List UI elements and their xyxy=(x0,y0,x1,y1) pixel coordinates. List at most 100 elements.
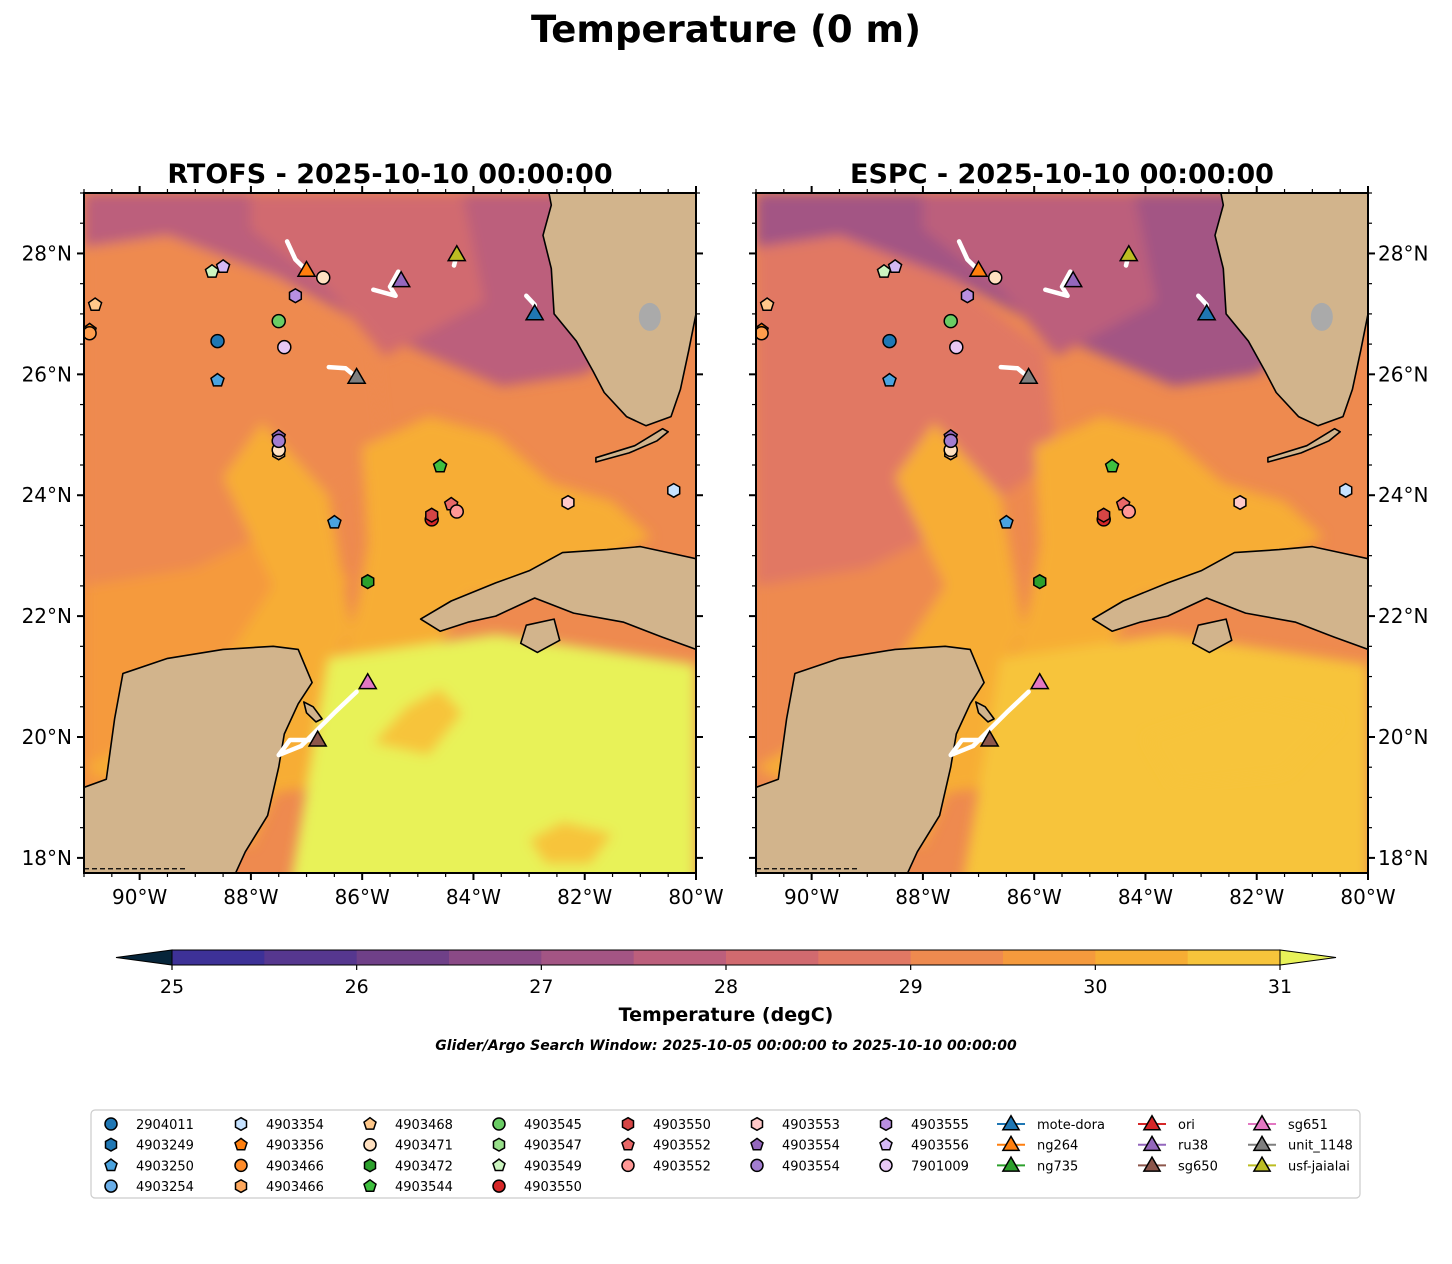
legend-label: 4903545 xyxy=(524,1118,582,1133)
legend-marker-4903555 xyxy=(879,1116,893,1132)
argo-float-4903468 xyxy=(759,297,775,312)
legend-label: 4903466 xyxy=(266,1180,324,1195)
lat-tick-label: 24°N xyxy=(1378,483,1428,507)
legend-label: 7901009 xyxy=(911,1159,969,1174)
glider-ng264 xyxy=(296,260,317,278)
colorbar-bin xyxy=(449,950,542,965)
legend-label: 4903550 xyxy=(653,1118,711,1133)
lon-tick-label: 90°W xyxy=(112,885,167,909)
argo-float-7901009 xyxy=(949,339,964,355)
land-yucatan-peninsula xyxy=(756,645,985,873)
glider-ori xyxy=(521,63,538,78)
glider-mote-dora xyxy=(1196,303,1217,321)
legend-marker-4903545 xyxy=(492,1117,506,1131)
legend-marker-4903468 xyxy=(363,1116,377,1130)
land-cozumel xyxy=(302,701,323,723)
land-isla-de-la-juventud xyxy=(1191,618,1233,654)
legend-marker-4903254 xyxy=(104,1179,118,1193)
legend-marker-4903547 xyxy=(492,1137,506,1152)
legend-label: 4903354 xyxy=(266,1118,324,1133)
colorbar-tick-label: 30 xyxy=(1083,976,1107,998)
colorbar-tick-label: 25 xyxy=(160,976,184,998)
lon-tick-label: 82°W xyxy=(1229,885,1284,909)
legend-marker-4903354 xyxy=(234,1116,248,1132)
colorbar-tick-label: 31 xyxy=(1268,976,1292,998)
map-panel-espc: ESPC - 2025-10-10 00:00:00 90°W 88°W 86°W 8… xyxy=(749,63,1428,909)
legend-marker-ori xyxy=(1142,1114,1162,1131)
legend-label: 4903555 xyxy=(911,1118,969,1133)
glider-unit_1148 xyxy=(1018,367,1039,385)
colorbar-tick-label: 27 xyxy=(529,976,553,998)
legend-marker-4903550 xyxy=(492,1179,506,1193)
argo-float-7901009 xyxy=(277,339,292,355)
glider-track-sg650 xyxy=(948,689,1031,758)
colorbar-bin xyxy=(726,950,819,965)
legend-label: 4903544 xyxy=(395,1180,453,1195)
lon-tick-label: 88°W xyxy=(895,885,950,909)
legend-label: mote-dora xyxy=(1037,1118,1105,1133)
legend-label: ori xyxy=(1178,1118,1195,1133)
colorbar-extend-high xyxy=(1279,949,1337,966)
argo-float-2904011 xyxy=(210,333,225,349)
legend-marker-unit_1148 xyxy=(1252,1134,1272,1152)
observations-rtofs xyxy=(84,63,681,758)
argo-float-4903471 xyxy=(987,270,1003,285)
search-window-text: Glider/Argo Search Window: 2025-10-05 00… xyxy=(435,1038,1017,1054)
legend-marker-4903553 xyxy=(750,1116,764,1132)
legend-marker-usf-jaialai xyxy=(1252,1155,1272,1172)
argo-float-4903547 xyxy=(523,65,535,79)
glider-sg651 xyxy=(1029,672,1050,690)
colorbar-tick-label: 26 xyxy=(345,976,369,998)
glider-ng735 xyxy=(1193,63,1210,78)
legend-box xyxy=(90,1109,1361,1199)
legend-label: 4903553 xyxy=(782,1118,840,1133)
land-cozumel xyxy=(974,701,995,723)
colorbar-bin xyxy=(264,950,358,965)
legend-marker-4903556 xyxy=(879,1137,893,1151)
argo-float-4903552 xyxy=(449,504,465,519)
legend-label: usf-jaialai xyxy=(1288,1159,1350,1174)
argo-float-4903555 xyxy=(288,288,303,304)
argo-float-4903554 xyxy=(271,433,286,449)
argo-float-4903472 xyxy=(1033,573,1047,590)
glider-mote-dora xyxy=(524,303,545,321)
legend-label: ng735 xyxy=(1037,1159,1078,1174)
temperature-contour xyxy=(250,193,485,357)
glider-ru38 xyxy=(391,270,411,288)
legend-marker-4903549 xyxy=(492,1158,506,1172)
legend-marker-ru38 xyxy=(1142,1134,1162,1152)
argo-float-2904011 xyxy=(882,333,897,349)
lat-tick-label: 20°N xyxy=(1378,725,1428,749)
argo-float-4903550 xyxy=(425,507,439,523)
legend-marker-ng735 xyxy=(1001,1155,1021,1172)
argo-float-4903250 xyxy=(999,514,1014,529)
lat-tick-label: 24°N xyxy=(22,483,72,507)
legend-marker-sg651 xyxy=(1252,1114,1272,1131)
legend-label: 4903550 xyxy=(524,1180,582,1195)
map-panel-rtofs: RTOFS - 2025-10-10 00:00:00 90°W 88°W 86°W… xyxy=(22,63,724,909)
legend-marker-4903552 xyxy=(621,1137,635,1151)
legend-marker-sg650 xyxy=(1142,1155,1162,1172)
argo-float-4903250 xyxy=(210,372,225,387)
glider-sg650 xyxy=(979,729,1000,747)
land-cuba xyxy=(1091,545,1368,651)
panel-title-rtofs: RTOFS - 2025-10-10 00:00:00 xyxy=(167,159,612,190)
argo-float-4903552 xyxy=(1121,504,1137,519)
colorbar-bin xyxy=(1003,950,1096,965)
legend-label: 4903466 xyxy=(266,1159,324,1174)
land-florida-keys xyxy=(1267,427,1341,463)
lon-tick-label: 86°W xyxy=(1007,885,1062,909)
legend: 2904011 4903249 4903250 4903254 4903354 49033… xyxy=(90,1109,1361,1199)
colorbar-label: Temperature (degC) xyxy=(619,1004,834,1026)
lat-tick-label: 20°N xyxy=(22,725,72,749)
figure-title: Temperature (0 m) xyxy=(531,8,921,51)
argo-float-4903556 xyxy=(887,258,903,274)
glider-usf-jaialai xyxy=(446,244,467,262)
argo-float-4903545 xyxy=(271,313,286,329)
colorbar-bin xyxy=(172,950,265,965)
argo-float-4903553 xyxy=(1233,494,1247,511)
argo-float-4903471 xyxy=(315,270,331,285)
argo-float-4903472 xyxy=(361,573,375,590)
lon-tick-label: 90°W xyxy=(784,885,839,909)
land-layer-rtofs xyxy=(84,193,696,873)
